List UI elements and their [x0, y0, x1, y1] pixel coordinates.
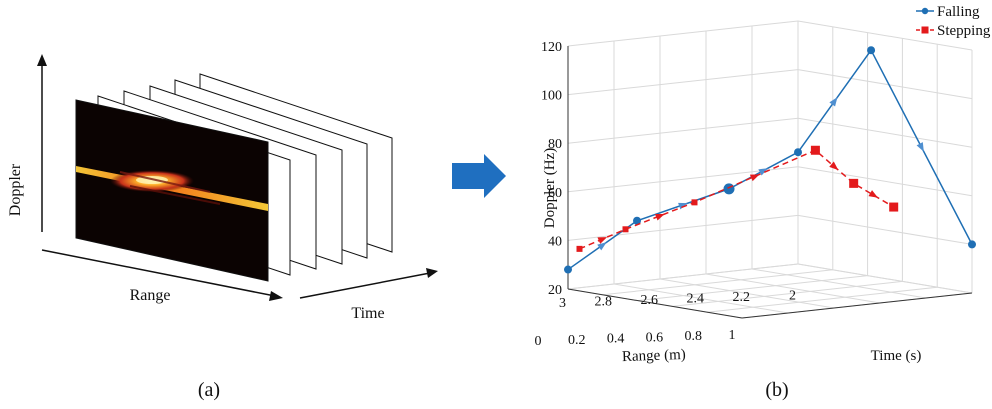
y-axis-label: Doppler (Hz) [542, 148, 558, 228]
axis-layer [567, 46, 973, 319]
direction-arrow-icon [829, 97, 838, 107]
data-point-stepping [622, 226, 629, 233]
grid-line [613, 283, 789, 314]
direction-arrow-icon [749, 174, 760, 182]
transform-arrow-icon [452, 154, 506, 198]
legend-falling-marker [921, 7, 929, 15]
direction-arrow-icon [916, 142, 924, 152]
time-arrowhead [426, 268, 438, 278]
data-point-stepping [810, 145, 820, 155]
range-tick-label: 2.6 [641, 293, 659, 308]
grid-line [797, 69, 973, 100]
direction-arrow-icon [655, 214, 665, 221]
range-tick-label: 3 [559, 296, 566, 311]
x-axis-line [567, 288, 743, 319]
doppler-tick-label: 100 [541, 89, 562, 104]
range-tick-label: 2.4 [687, 292, 705, 307]
grid-line [567, 263, 799, 290]
grid-line [659, 278, 835, 309]
data-point-stepping [849, 178, 859, 188]
direction-arrow-icon [829, 161, 839, 171]
doppler-tick-label: 20 [548, 283, 562, 298]
grid-line [797, 263, 973, 294]
grid-line [707, 286, 938, 313]
time-tick-label: 1 [729, 328, 736, 343]
grid-layer [567, 20, 973, 319]
direction-arrow-icon [678, 202, 688, 210]
data-point-stepping [889, 202, 899, 212]
caption-a: (a) [198, 379, 220, 401]
heatmap-streak [119, 171, 211, 193]
data-point-stepping [576, 245, 583, 252]
range-label: Range [130, 287, 171, 304]
range-tick-label: 2.2 [733, 290, 751, 305]
direction-arrow-icon [597, 237, 608, 244]
grid-line [637, 275, 868, 302]
data-point-stepping [691, 199, 698, 206]
data-point-falling [867, 46, 876, 55]
series-layer [564, 46, 976, 274]
range-tick-label: 2.8 [595, 295, 613, 310]
data-point-falling [633, 216, 641, 225]
doppler-tick-label: 40 [548, 234, 562, 249]
grid-line [797, 117, 973, 148]
data-point-falling [723, 183, 735, 195]
grid-line [567, 20, 799, 47]
caption-b: (b) [765, 379, 788, 401]
z-axis-label: Time (s) [871, 348, 922, 364]
grid-line [567, 214, 799, 241]
doppler-tick-label: 60 [548, 186, 562, 201]
doppler-tick-label: 120 [541, 40, 562, 55]
grid-line [797, 166, 973, 197]
time-label: Time [351, 305, 384, 322]
time-tick-label: 0.6 [646, 330, 664, 345]
range-arrowhead [269, 291, 283, 301]
range-axis-arrow [41, 249, 276, 297]
grid-line [672, 280, 903, 307]
z-axis-line [741, 292, 973, 319]
time-tick-label: 0.4 [607, 332, 625, 347]
legend: Falling Stepping [916, 4, 991, 39]
data-point-falling [564, 265, 572, 274]
direction-arrow-icon [597, 242, 607, 251]
x-axis-label: Range (m) [622, 347, 686, 365]
heatmap-streak [129, 185, 221, 205]
data-point-falling [794, 148, 802, 157]
grid-line [602, 269, 833, 296]
direction-arrow-icon [868, 190, 878, 198]
frame-stack [75, 73, 393, 282]
time-tick-label: 0.8 [684, 329, 702, 344]
doppler-arrowhead [37, 54, 47, 66]
series-line-stepping [579, 149, 895, 250]
grid-line [567, 117, 799, 144]
direction-arrow-icon [758, 168, 768, 176]
legend-falling-label: Falling [937, 4, 980, 20]
time-tick-label: 0.2 [568, 333, 586, 348]
grid-line [797, 20, 973, 51]
doppler-label: Doppler [7, 163, 24, 216]
time-tick-label: 0 [535, 334, 542, 349]
range-tick-label: 2 [789, 289, 796, 304]
panel-a-diagram: Doppler Range Time (a) [7, 54, 438, 401]
grid-line [705, 273, 881, 304]
legend-stepping-label: Stepping [937, 23, 991, 39]
legend-stepping-marker [921, 26, 929, 34]
doppler-tick-label: 80 [548, 137, 562, 152]
grid-line [567, 69, 799, 96]
time-axis-arrow [299, 272, 431, 299]
series-line-falling [567, 48, 973, 271]
grid-line [797, 214, 973, 245]
grid-line [751, 268, 927, 299]
data-point-falling [968, 240, 976, 249]
